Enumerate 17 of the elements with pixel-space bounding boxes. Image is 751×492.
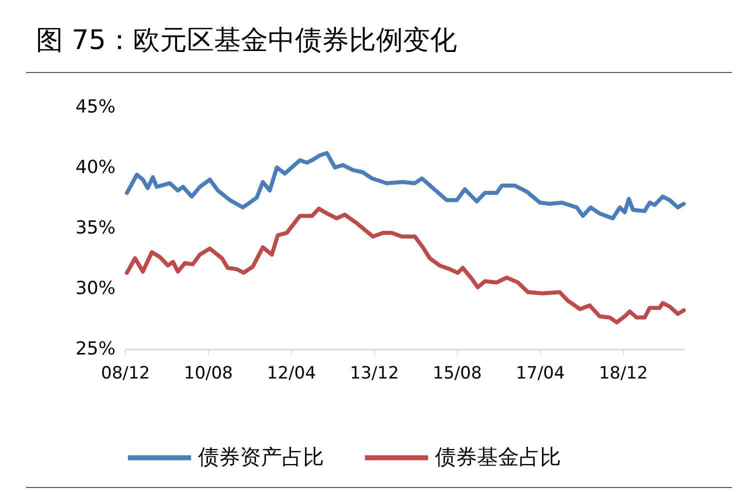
x-tick-label: 08/12 <box>101 364 150 384</box>
y-tick-label: 30% <box>75 278 116 299</box>
x-tick-label: 15/08 <box>432 364 482 384</box>
x-tick-label: 17/04 <box>516 364 565 384</box>
y-tick-label: 25% <box>75 338 116 360</box>
y-tick-label: 35% <box>75 218 116 238</box>
y-tick-label: 45% <box>75 96 116 118</box>
line-series <box>124 206 686 324</box>
x-tick-label: 10/08 <box>184 364 233 384</box>
x-tick-label: 18/12 <box>598 364 648 384</box>
legend-label: 债券基金占比 <box>435 444 561 469</box>
x-tick-label: 12/04 <box>266 364 316 384</box>
y-tick-label: 40% <box>75 157 116 178</box>
x-tick-label: 13/12 <box>350 364 399 384</box>
line-series <box>124 150 686 220</box>
legend-label: 债券资产占比 <box>198 444 324 469</box>
chart-title: 图 75：欧元区基金中债券比例变化 <box>36 24 457 58</box>
